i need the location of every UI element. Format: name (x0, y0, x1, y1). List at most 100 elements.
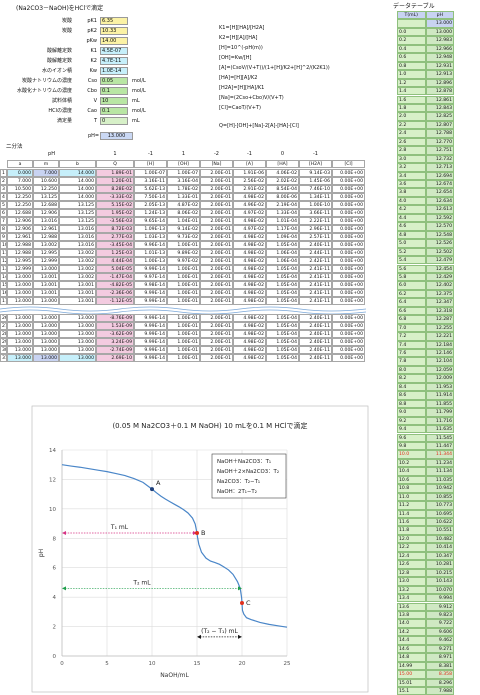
param-value[interactable]: 10.33 (100, 27, 128, 35)
table-row: 7 12.906 13.016 13.125 -3.56E-03 9.65E-14 1.04… (0, 217, 366, 225)
table-cell: 1.34E-11 (299, 193, 332, 201)
table-cell: 4.98E-02 (233, 354, 266, 362)
table-cell: 4.98E-02 (233, 233, 266, 241)
formula-line: [H]=10^(-pH(m)) (219, 45, 263, 51)
data-table-t-cell: 14.0 (397, 619, 426, 628)
table-row: 3013.00013.00013.000-2.74E-099.99E-141.0… (0, 346, 366, 354)
table-cell: 12.250 (33, 185, 59, 193)
data-table-row: 8.2 12.009 (397, 374, 454, 383)
table-cell: 0.00E+00 (332, 209, 365, 217)
table-cell: 4.98E-02 (233, 297, 266, 305)
data-table-ph-cell: 12.966 (425, 44, 454, 54)
data-table-t-cell: 10.8 (397, 484, 426, 493)
data-table-t-cell: 11.6 (397, 518, 426, 527)
table-cell: 1.00E-01 (167, 281, 200, 289)
table-cell: 13.000 (7, 338, 33, 346)
table-cell: 1.33E-01 (167, 193, 200, 201)
data-table-ph-cell: 12.825 (425, 112, 454, 121)
x-tick-label: 15 (194, 661, 201, 667)
data-table-t-cell: 13.4 (397, 594, 426, 603)
table-cell: 9.99E-14 (134, 338, 167, 346)
data-table-ph-cell: 8.358 (425, 670, 454, 679)
table-cell: 0.00E+00 (332, 225, 365, 233)
data-table-row: 7.0 12.255 (397, 323, 454, 333)
table-cell: 1.00E-10 (299, 201, 332, 209)
data-table-t-cell: 8.2 (397, 374, 426, 383)
param-value[interactable]: 4.7E-11 (100, 57, 128, 65)
table-cell: 1.06E-04 (266, 257, 299, 265)
data-table-row: 5.6 12.454 (397, 264, 454, 273)
param-value[interactable]: 0.1 (100, 87, 128, 95)
data-table-row: 11.6 10.622 (397, 518, 454, 527)
table-cell: 1.04E-01 (167, 217, 200, 225)
param-value[interactable]: 14.00 (100, 37, 128, 45)
table-cell: 1.00E-01 (167, 338, 200, 346)
data-table-t-cell: 1.4 (397, 87, 426, 96)
data-table-t-cell: 13.2 (397, 585, 426, 595)
ph-result-value[interactable]: 13.000 (100, 132, 133, 140)
table-cell: 8.72E-03 (96, 225, 134, 233)
table-cell: 26 (0, 314, 7, 322)
data-table-ph-cell: 10.695 (425, 509, 454, 518)
table-cell: -1.47E-04 (96, 273, 134, 281)
param-label: HClの濃度 (48, 108, 72, 114)
table-cell: 13.000 (59, 338, 96, 346)
data-table-row: 14.4 9.462 (397, 636, 454, 645)
table-cell: 12 (0, 257, 7, 265)
data-table-t-cell: 3.0 (397, 154, 426, 164)
formula-line: [HA]=[H][A]/K2 (219, 75, 258, 81)
chart-legend-line: NaOH＋2×Na2CO3：T₂ (217, 468, 279, 475)
param-value[interactable]: 4.5E-07 (100, 47, 128, 55)
table-cell: 2.00E-01 (200, 273, 233, 281)
param-value[interactable]: 0 (100, 117, 128, 125)
data-table-t-cell: 11.8 (397, 526, 426, 535)
table-cell: 2.00E-01 (200, 346, 233, 354)
param-key: Cso (87, 78, 97, 84)
table-cell: 13.000 (59, 322, 96, 330)
y-tick-label: 12 (49, 477, 56, 483)
table-cell: 9.14E-02 (167, 225, 200, 233)
data-table-row: 11.0 10.855 (397, 492, 454, 502)
y-tick-label: 10 (49, 507, 56, 513)
data-table-ph-cell: 10.143 (425, 577, 454, 586)
table-cell: 4.98E-02 (233, 241, 266, 249)
data-table-row: 7.6 12.146 (397, 349, 454, 358)
data-table-ph-cell: 12.255 (425, 323, 454, 333)
column-header: [A] (233, 160, 266, 168)
param-unit: mol/L (132, 78, 146, 84)
table-cell: 4.98E-02 (233, 322, 266, 330)
table-cell: 13.002 (59, 273, 96, 281)
data-table-ph-cell: 12.983 (425, 36, 454, 45)
data-table-t-cell: 13.6 (397, 602, 426, 611)
table-cell: 9.65E-14 (134, 217, 167, 225)
data-table: T(mL) pH 13.000 0.0 13.000 0.2 12.983 0.4 12.966… (397, 11, 454, 695)
data-table-row: 8.6 11.914 (397, 391, 454, 400)
data-table-row: 7.8 12.104 (397, 357, 454, 366)
data-table-t-cell: 5.6 (397, 264, 426, 273)
param-value[interactable]: 6.35 (100, 17, 128, 25)
data-table-row: 0.6 12.948 (397, 53, 454, 62)
table-cell: 2.00E-01 (200, 209, 233, 217)
table-cell: 13.016 (59, 233, 96, 241)
table-cell: 5.62E-13 (134, 185, 167, 193)
data-table-row: 0.8 12.931 (397, 61, 454, 71)
data-table-t-cell: 5.8 (397, 272, 426, 282)
table-cell: 3.16E-11 (134, 177, 167, 185)
data-table-ph-cell: 9.912 (425, 602, 454, 611)
data-table-ph-cell: 10.482 (425, 534, 454, 544)
table-cell: 9.73E-02 (167, 233, 200, 241)
coef-header: 0 (280, 151, 285, 157)
column-header: Q (96, 160, 134, 168)
param-value[interactable]: 0.1 (100, 107, 128, 115)
column-header: a (7, 160, 33, 168)
table-cell: 13.002 (59, 249, 96, 257)
param-value[interactable]: 0.05 (100, 77, 128, 85)
data-table-t-cell: 12.0 (397, 534, 426, 544)
data-table-ph-cell: 8.381 (425, 661, 454, 671)
table-cell: 0.00E+00 (332, 217, 365, 225)
param-value[interactable]: 10 (100, 97, 128, 105)
param-value[interactable]: 1.0E-14 (100, 67, 128, 75)
arrow-t2-head-right (238, 586, 242, 591)
data-table-row: 3.8 12.654 (397, 188, 454, 197)
table-cell: 12.999 (7, 265, 33, 273)
